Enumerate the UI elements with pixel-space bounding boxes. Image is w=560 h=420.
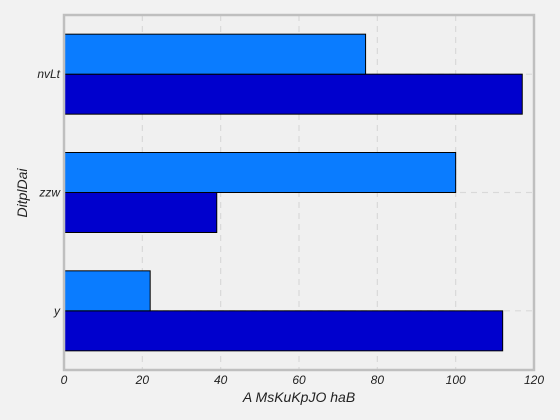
bar-y-series-1 — [63, 310, 504, 352]
x-tick-label: 20 — [135, 373, 150, 387]
bars — [63, 33, 523, 352]
x-axis-ticks: 0 20 40 60 80 100 120 — [61, 373, 545, 387]
bar-zzw-series-2 — [63, 152, 457, 193]
bar-nvLt-series-1 — [63, 73, 523, 115]
bar-nvLt-series-2 — [63, 33, 367, 75]
y-axis-ticks: y zzw nvLt — [37, 67, 61, 318]
y-tick-label: nvLt — [37, 67, 60, 81]
x-tick-label: 60 — [292, 373, 306, 387]
bar-y-series-2 — [63, 270, 151, 312]
y-tick-label: zzw — [38, 186, 61, 200]
x-tick-label: 0 — [61, 373, 68, 387]
y-tick-label: y — [53, 304, 61, 318]
x-axis-title: A MsKuKpJO haB — [242, 389, 355, 405]
y-axis-title: DitplDai — [14, 168, 30, 218]
x-tick-label: 40 — [214, 373, 228, 387]
plot-frame — [62, 13, 536, 372]
x-tick-label: 100 — [446, 373, 466, 387]
bar-zzw-series-1 — [63, 192, 218, 233]
x-tick-label: 80 — [371, 373, 385, 387]
x-tick-label: 120 — [524, 373, 544, 387]
